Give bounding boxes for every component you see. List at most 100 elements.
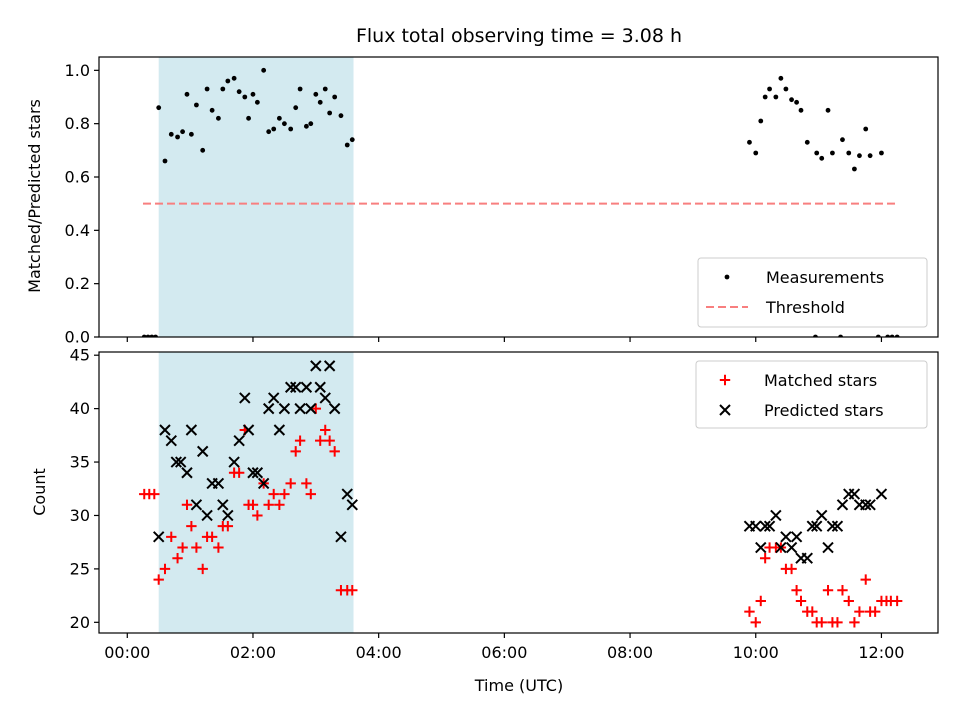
data-point — [789, 97, 794, 103]
data-point — [863, 126, 869, 132]
data-point — [152, 531, 165, 543]
data-point — [168, 131, 174, 137]
data-point — [338, 113, 344, 119]
data-point — [762, 94, 768, 100]
data-point — [301, 478, 312, 489]
count-legend: Matched stars Predicted stars — [695, 360, 928, 429]
data-point — [261, 67, 267, 73]
data-point — [297, 86, 303, 92]
data-point — [247, 467, 259, 479]
ratio-legend: Measurements Threshold — [697, 257, 928, 328]
data-point — [166, 531, 177, 543]
data-point — [840, 137, 845, 143]
data-point — [209, 107, 215, 113]
data-point — [879, 150, 884, 156]
data-point — [747, 139, 752, 145]
data-point — [778, 75, 784, 81]
data-point — [159, 424, 171, 436]
data-point — [819, 155, 825, 161]
data-point — [346, 499, 358, 511]
data-point — [228, 456, 240, 468]
data-point — [744, 606, 755, 617]
data-point — [184, 91, 190, 97]
data-point — [175, 134, 180, 140]
y-tick-label: 45 — [70, 346, 90, 365]
data-point — [860, 574, 871, 585]
data-point — [236, 89, 242, 95]
data-point — [242, 424, 255, 436]
legend-label: Measurements — [766, 268, 884, 287]
data-point — [755, 595, 766, 607]
data-point — [274, 499, 285, 510]
data-point — [846, 150, 852, 156]
data-point — [864, 499, 876, 511]
data-point — [206, 531, 218, 543]
x-tick-label: 04:00 — [356, 643, 402, 662]
y-tick-label: 30 — [70, 506, 90, 525]
data-point — [185, 424, 198, 436]
data-point — [875, 488, 888, 500]
data-point — [341, 488, 353, 500]
data-point — [281, 121, 287, 127]
data-point — [225, 78, 231, 84]
data-point — [849, 617, 860, 628]
data-point — [785, 541, 798, 554]
data-point — [268, 392, 280, 404]
data-point — [271, 126, 277, 132]
data-point — [220, 86, 226, 92]
y-tick-label: 0.0 — [65, 328, 90, 347]
legend-marker — [724, 274, 730, 280]
data-point — [347, 585, 358, 596]
data-point — [860, 499, 872, 511]
data-point — [857, 153, 862, 159]
data-point — [231, 75, 237, 81]
data-point — [254, 99, 260, 105]
data-point — [305, 488, 316, 500]
data-point — [181, 467, 193, 479]
data-point — [293, 105, 299, 111]
count-plot-area — [139, 352, 903, 633]
data-point — [806, 520, 819, 532]
data-point — [867, 153, 873, 159]
data-point — [222, 509, 234, 522]
data-point — [288, 126, 294, 132]
data-point — [807, 606, 818, 617]
data-point — [322, 86, 328, 92]
data-point — [826, 520, 839, 532]
data-point — [305, 402, 317, 415]
data-point — [313, 91, 319, 97]
data-point — [242, 94, 248, 100]
data-point — [770, 509, 782, 522]
legend-marker — [719, 404, 731, 416]
data-point — [801, 552, 813, 564]
data-point — [180, 129, 185, 135]
data-point — [798, 107, 804, 113]
legend-marker — [719, 374, 731, 386]
data-point — [759, 553, 771, 564]
data-point — [767, 86, 772, 92]
data-point — [308, 121, 314, 127]
data-point — [891, 595, 903, 607]
data-point — [837, 585, 848, 596]
observing-window-band — [158, 352, 354, 633]
legend-frame — [695, 360, 928, 429]
data-point — [755, 541, 767, 554]
count-series-cross — [152, 360, 888, 564]
count-series-plus — [139, 403, 903, 628]
chart-title: Flux total observing time = 3.08 h — [356, 25, 682, 47]
x-tick-label: 06:00 — [481, 643, 527, 662]
data-point — [324, 435, 335, 446]
count-axes-frame — [98, 351, 939, 634]
data-point — [212, 477, 225, 490]
data-point — [791, 585, 802, 596]
data-point — [188, 131, 194, 137]
x-axis-label: Time (UTC) — [474, 676, 563, 695]
data-point — [843, 595, 854, 607]
data-point — [810, 520, 823, 532]
data-point — [174, 456, 187, 468]
ratio-series-dot — [141, 67, 900, 337]
data-point — [816, 617, 827, 628]
data-point — [822, 541, 834, 554]
data-point — [191, 542, 202, 553]
